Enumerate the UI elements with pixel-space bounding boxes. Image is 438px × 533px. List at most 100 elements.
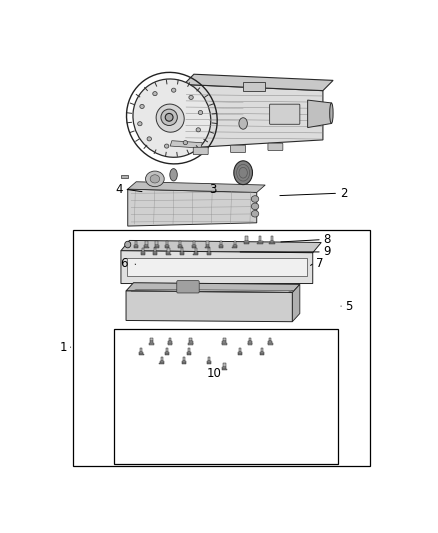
FancyBboxPatch shape xyxy=(177,281,199,293)
Bar xyxy=(181,248,183,252)
Bar xyxy=(258,243,263,245)
Bar xyxy=(193,241,195,245)
Bar xyxy=(153,252,157,254)
Bar xyxy=(208,358,210,361)
Bar xyxy=(187,352,191,354)
Bar xyxy=(269,240,275,243)
FancyBboxPatch shape xyxy=(268,143,283,150)
Bar xyxy=(149,342,153,344)
Ellipse shape xyxy=(138,122,142,126)
Polygon shape xyxy=(184,74,333,91)
Bar xyxy=(194,252,198,254)
Ellipse shape xyxy=(164,144,169,148)
Bar xyxy=(237,354,242,355)
Bar xyxy=(192,245,196,247)
Text: 10: 10 xyxy=(207,367,222,381)
Bar xyxy=(166,348,168,352)
Bar xyxy=(154,248,156,252)
Bar xyxy=(222,369,227,370)
Text: 5: 5 xyxy=(345,300,352,312)
Text: 8: 8 xyxy=(323,233,330,246)
Bar xyxy=(207,252,211,254)
Bar xyxy=(188,342,193,344)
Ellipse shape xyxy=(170,168,177,181)
Bar xyxy=(142,248,144,252)
Bar xyxy=(169,338,171,342)
Text: 2: 2 xyxy=(340,187,347,200)
Bar xyxy=(159,363,164,365)
Bar xyxy=(244,240,249,243)
Bar xyxy=(134,245,138,247)
Bar xyxy=(268,342,272,344)
Bar xyxy=(179,241,181,245)
Ellipse shape xyxy=(165,114,173,121)
Bar xyxy=(238,352,242,354)
Bar xyxy=(165,352,169,354)
Bar xyxy=(183,358,185,361)
Bar xyxy=(154,247,159,248)
Bar xyxy=(192,247,196,248)
Bar xyxy=(269,243,275,245)
Bar xyxy=(194,254,198,255)
Bar xyxy=(233,247,237,248)
Bar xyxy=(243,83,265,92)
Ellipse shape xyxy=(147,137,152,141)
Ellipse shape xyxy=(196,128,201,132)
Bar xyxy=(223,363,226,367)
Polygon shape xyxy=(170,141,202,148)
Bar xyxy=(271,236,273,240)
Bar xyxy=(223,367,226,369)
Bar xyxy=(149,343,154,345)
Text: 7: 7 xyxy=(316,256,324,270)
Polygon shape xyxy=(126,282,300,293)
Bar xyxy=(260,352,264,354)
Text: 3: 3 xyxy=(209,183,216,196)
Bar xyxy=(219,247,223,248)
Bar xyxy=(145,245,148,247)
Bar xyxy=(259,236,261,240)
Bar xyxy=(188,343,193,345)
Bar xyxy=(141,254,145,255)
Bar xyxy=(165,354,169,355)
Bar xyxy=(208,248,210,252)
Ellipse shape xyxy=(140,104,144,109)
Bar xyxy=(248,343,252,345)
Bar xyxy=(205,245,209,247)
Ellipse shape xyxy=(172,88,176,92)
Ellipse shape xyxy=(251,203,259,209)
Polygon shape xyxy=(128,182,265,192)
Polygon shape xyxy=(184,84,323,148)
Text: 6: 6 xyxy=(120,256,128,270)
Bar xyxy=(181,363,186,365)
Bar xyxy=(166,252,170,254)
Text: 1: 1 xyxy=(60,341,67,353)
Bar xyxy=(222,343,227,345)
Bar xyxy=(207,361,211,364)
Bar xyxy=(165,247,169,248)
Text: 9: 9 xyxy=(323,245,330,259)
Bar xyxy=(189,338,192,342)
Bar xyxy=(140,348,142,352)
Ellipse shape xyxy=(125,241,131,248)
Bar xyxy=(141,252,145,254)
Bar xyxy=(139,354,144,355)
Bar xyxy=(153,254,157,255)
FancyBboxPatch shape xyxy=(193,147,208,155)
Bar xyxy=(134,247,138,248)
Bar xyxy=(206,241,208,245)
Bar xyxy=(233,241,236,245)
Bar xyxy=(269,338,272,342)
Bar xyxy=(233,245,237,247)
Ellipse shape xyxy=(161,109,177,125)
Polygon shape xyxy=(307,100,332,127)
Bar xyxy=(178,247,183,248)
Ellipse shape xyxy=(150,175,159,183)
Bar xyxy=(168,342,172,344)
Ellipse shape xyxy=(251,211,259,217)
Ellipse shape xyxy=(330,103,333,124)
Ellipse shape xyxy=(239,118,247,129)
Bar xyxy=(150,338,152,342)
FancyBboxPatch shape xyxy=(270,104,300,124)
Bar xyxy=(121,175,128,179)
Bar xyxy=(261,348,263,352)
